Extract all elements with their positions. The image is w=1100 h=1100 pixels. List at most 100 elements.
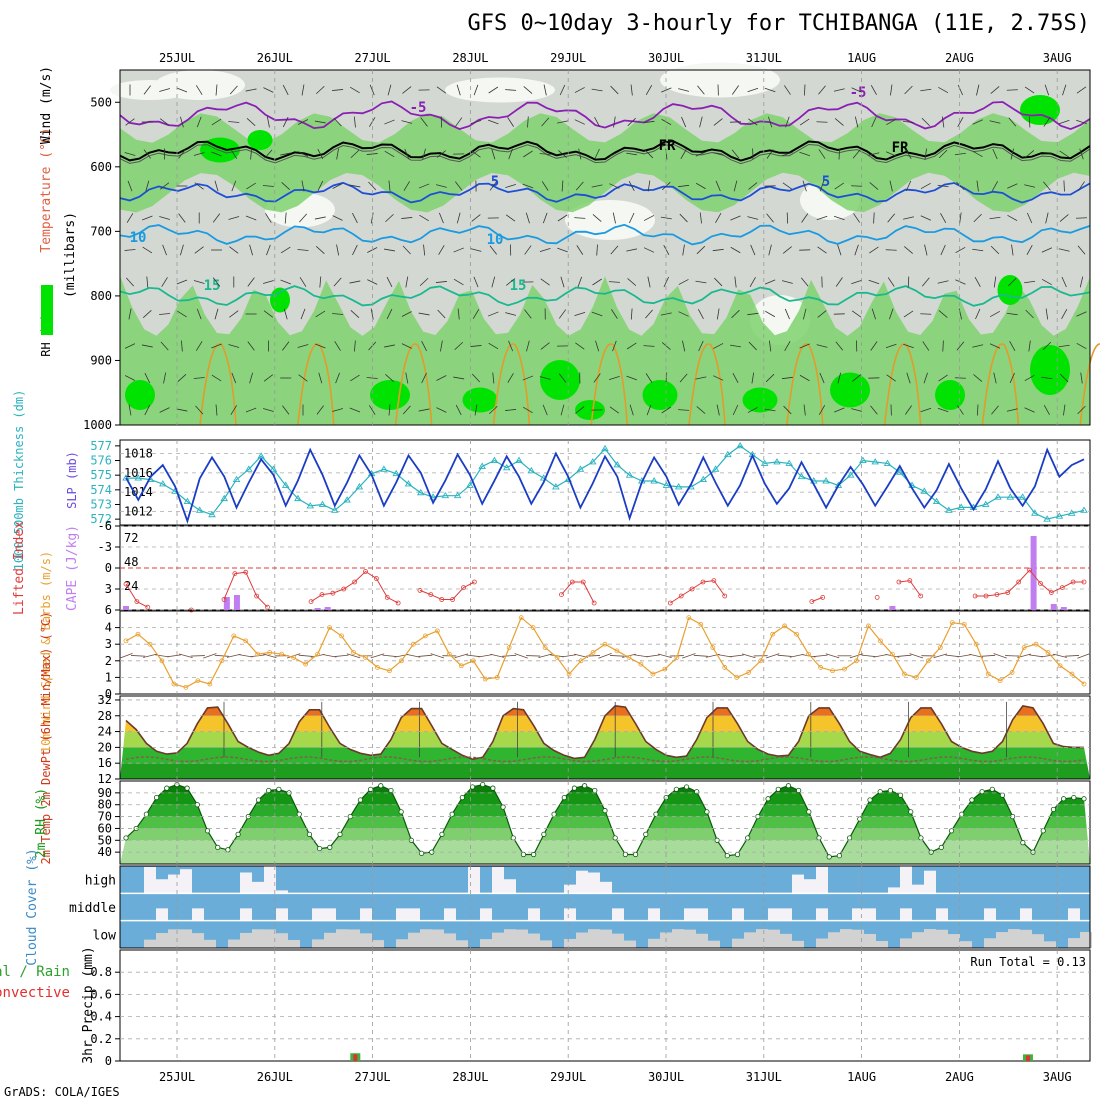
wind-barb (488, 86, 499, 94)
cloud-low-bar (792, 940, 804, 948)
wind-barb (318, 372, 323, 384)
surface-wind-barb (130, 655, 145, 657)
wind-barb (402, 245, 411, 255)
cloud-mid-bar (612, 908, 624, 921)
thickness-point (1055, 512, 1064, 519)
rh-point (337, 831, 343, 837)
surface-wind-barb (849, 653, 864, 659)
wind-barb (1006, 408, 1018, 412)
wind-barb (596, 244, 598, 256)
wind-barb (852, 149, 861, 159)
wind-barb (853, 213, 861, 223)
wind-barb (470, 120, 482, 124)
wind-barb (436, 375, 447, 381)
cloud-mid-bar (528, 908, 540, 921)
wind-barb (263, 87, 274, 93)
cloud-high-bar (912, 884, 924, 894)
wind-barb (1009, 372, 1015, 384)
rh2m-tick-label: 40 (98, 845, 112, 859)
cloud-low-bar (420, 929, 432, 948)
wind-barb (542, 212, 548, 224)
wind-barb (488, 342, 499, 350)
rh-point (948, 828, 955, 834)
rh-moist-band-upper (120, 113, 1090, 213)
wind-barb (314, 120, 326, 124)
cloud-mid-bar (816, 908, 828, 921)
wind-barb (904, 246, 913, 254)
cloud-low-bar (756, 929, 768, 948)
wind-barb (299, 277, 307, 287)
rh-point (378, 783, 384, 789)
wind-barb (215, 404, 218, 416)
wind-barb (818, 85, 826, 95)
thickness-point (552, 483, 560, 490)
warm-contour-lobe (1079, 343, 1100, 426)
thickness-point (195, 506, 204, 513)
wind-barb (612, 340, 617, 352)
wind-barb (803, 404, 806, 416)
surface-wind-barb (502, 654, 517, 657)
wind-barb (733, 180, 738, 192)
wind-speed-point (686, 615, 692, 621)
cloud-mid-bar (780, 908, 792, 921)
slp-tick-label: 1012 (124, 504, 153, 518)
wind-barb (747, 312, 759, 316)
wind-barb (505, 312, 517, 316)
lifted-index-point (471, 579, 477, 585)
surface-wind-barb (729, 654, 744, 658)
wind-barb (163, 372, 167, 384)
wind-barb (194, 182, 204, 190)
rh-point (266, 787, 272, 794)
surface-wind-barb (993, 653, 1007, 659)
surface-wind-barb (562, 654, 577, 658)
wind-barb (802, 180, 807, 192)
surface-wind-barb (741, 653, 756, 659)
wind-barb (176, 87, 188, 93)
wind-barb (924, 244, 928, 256)
wind-speed-point (231, 633, 237, 639)
lifted-index-point (123, 581, 129, 587)
wind-speed-point (446, 651, 452, 657)
cloud-mid-bar (240, 908, 252, 921)
wind-barb (977, 404, 979, 416)
thickness-point (527, 466, 536, 474)
thickness-point (441, 491, 450, 499)
rh-point (796, 787, 802, 794)
surface-wind-barb (430, 653, 445, 659)
wind-barb (280, 152, 292, 156)
wind-barb (920, 88, 932, 92)
wind-barb (768, 116, 773, 128)
wind-barb (851, 279, 862, 285)
thickness-point (699, 475, 708, 483)
surface-wind-barb (322, 654, 337, 658)
wind-barb (765, 310, 776, 318)
wind-barb (835, 277, 843, 287)
wind-barb (695, 376, 707, 380)
rh-point (724, 853, 730, 859)
wind-barb (923, 372, 928, 384)
rh-point (520, 851, 527, 858)
rh-point (959, 811, 965, 817)
wind-barb (663, 244, 670, 256)
cloud-low-bar (156, 933, 168, 948)
wind-barb (249, 372, 254, 384)
surface-wind-barb (693, 654, 708, 657)
wind-speed-point (566, 671, 572, 677)
wind-barb (263, 374, 274, 382)
rh-saturated-patch (462, 387, 498, 413)
wind-barb (833, 215, 845, 221)
thickness-point (355, 483, 364, 490)
cloud-low-bar (744, 932, 756, 948)
wind-barb (422, 148, 426, 160)
wind-barb (262, 185, 274, 187)
wind-barb (938, 149, 948, 159)
wind-barb (124, 343, 136, 349)
wind-barb (1006, 312, 1018, 316)
wind-barb (661, 342, 671, 350)
wind-speed-point (878, 638, 883, 644)
wind-barb (715, 180, 721, 192)
precip-tick-label: 0.6 (90, 987, 112, 1001)
rh-point (602, 808, 608, 814)
wind-barb (781, 376, 793, 380)
precip-axis-label: 3hr Precip (mm) (81, 946, 96, 1063)
